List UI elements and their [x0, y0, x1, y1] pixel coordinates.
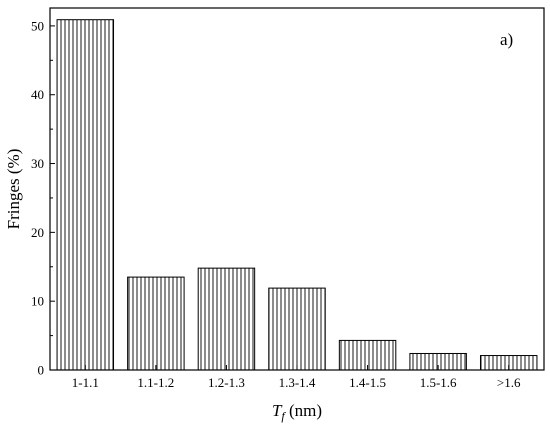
x-axis: 1-1.1 1.1-1.2 1.2-1.3 1.3-1.4 1.4-1.5 1.5-1.6…	[72, 365, 521, 390]
x-tick-label-2: 1.2-1.3	[208, 375, 245, 390]
y-tick-label-3: 30	[31, 156, 44, 171]
bar-1	[127, 276, 185, 371]
bar-2	[197, 267, 256, 371]
y-tick-label-5: 50	[31, 18, 44, 33]
bar-0	[56, 19, 115, 371]
y-tick-label-4: 40	[31, 87, 44, 102]
x-tick-label-4: 1.4-1.5	[349, 375, 386, 390]
y-tick-label-2: 20	[31, 225, 44, 240]
bars-group	[56, 19, 538, 371]
x-axis-title-symbol: T	[272, 401, 283, 420]
x-axis-title-unit: (nm)	[289, 401, 322, 420]
x-tick-label-6: >1.6	[497, 375, 521, 390]
bar-3	[268, 287, 326, 371]
panel-label: a)	[500, 30, 513, 49]
y-axis: 0 10 20 30 40 50	[31, 18, 55, 378]
y-tick-label-0: 0	[38, 363, 45, 378]
x-tick-label-1: 1.1-1.2	[137, 375, 174, 390]
x-axis-title-subscript: f	[281, 409, 286, 423]
y-axis-title: Fringes (%)	[4, 149, 23, 230]
y-tick-label-1: 10	[31, 294, 44, 309]
x-tick-label-0: 1-1.1	[72, 375, 99, 390]
x-axis-title: Tf (nm)	[272, 401, 322, 423]
x-tick-label-5: 1.5-1.6	[420, 375, 457, 390]
x-tick-label-3: 1.3-1.4	[279, 375, 316, 390]
